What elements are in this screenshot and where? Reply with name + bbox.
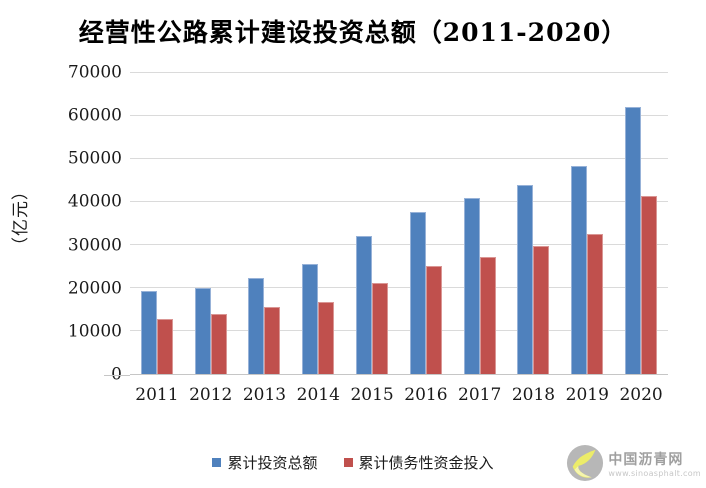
gridline-70000: [130, 72, 668, 73]
bar-group-2011: [130, 73, 184, 374]
sinoasphalt-watermark: 中国沥青网 www.sinoasphalt.com: [566, 444, 701, 482]
bar-series2-2011: [156, 318, 173, 374]
chart-title: 经营性公路累计建设投资总额（2011-2020）: [78, 18, 628, 47]
y-tick-label-20000: 20000: [67, 278, 122, 299]
bar-group-2013: [238, 73, 292, 374]
y-axis-unit-label: （亿元）: [11, 182, 31, 254]
x-tick-label-2016: 2016: [404, 385, 448, 405]
y-axis-tick-labels: 0 10000 20000 30000 40000 50000 60000 70000: [38, 64, 122, 383]
gridline-60000: [130, 115, 668, 116]
bar-series2-2020: [641, 195, 658, 374]
legend-label: 累计投资总额: [227, 454, 318, 472]
legend-item-1: 累计投资总额: [212, 452, 318, 473]
bar-series1-2014: [302, 264, 319, 374]
bar-series1-2020: [625, 106, 642, 374]
x-tick-label-2017: 2017: [458, 385, 502, 405]
x-tick-label-2015: 2015: [350, 385, 394, 405]
bar-group-2018: [507, 73, 561, 374]
x-tick-label-2018: 2018: [511, 385, 556, 405]
bar-series1-2015: [356, 236, 373, 374]
y-tick-label-0: 0: [111, 366, 122, 384]
y-tick-label-30000: 30000: [67, 235, 122, 256]
watermark-site-name: 中国沥青网: [608, 451, 684, 468]
bar-group-2020: [614, 73, 668, 374]
bar-series1-2018: [517, 184, 534, 374]
gridline-30000: [130, 244, 668, 245]
y-tick-label-10000: 10000: [67, 321, 122, 342]
legend-swatch-icon: [343, 458, 353, 467]
x-tick-label-2013: 2013: [242, 385, 287, 405]
bar-series2-2015: [372, 283, 389, 374]
legend-label: 累计债务性资金投入: [358, 454, 494, 472]
legend-item-2: 累计债务性资金投入: [343, 452, 494, 473]
bar-series1-2016: [409, 211, 426, 374]
bar-series1-2012: [194, 288, 211, 374]
x-tick-label-2014: 2014: [296, 385, 340, 405]
watermark-site-url: www.sinoasphalt.com: [608, 468, 701, 478]
x-tick-label-2019: 2019: [565, 385, 609, 405]
plot-area: [130, 72, 668, 375]
bar-series2-2019: [587, 234, 604, 374]
bar-group-2019: [560, 73, 614, 374]
x-axis-line-extension: [104, 375, 130, 376]
gridline-40000: [130, 201, 668, 202]
x-tick-label-2020: 2020: [619, 385, 663, 405]
bar-group-2012: [184, 73, 238, 374]
bar-series1-2019: [571, 165, 588, 374]
bar-series2-2017: [479, 257, 496, 374]
bar-series2-2012: [210, 314, 227, 374]
x-axis-tick-labels: 2011 2012 2013 2014 2015 2016 2017 2018 2019 2020: [130, 385, 668, 405]
bar-group-2016: [399, 73, 453, 374]
gridline-10000: [130, 330, 668, 331]
bar-series2-2018: [533, 245, 550, 374]
gridline-20000: [130, 287, 668, 288]
y-tick-label-60000: 60000: [67, 105, 122, 126]
bar-group-2015: [345, 73, 399, 374]
y-tick-label-50000: 50000: [67, 148, 122, 169]
bar-group-2017: [453, 73, 507, 374]
bar-series2-2014: [318, 301, 335, 374]
y-tick-label-40000: 40000: [67, 191, 122, 212]
legend-swatch-icon: [212, 458, 222, 467]
bar-group-2014: [291, 73, 345, 374]
bar-series1-2013: [248, 278, 265, 374]
bar-series1-2011: [140, 291, 157, 374]
bar-series2-2013: [264, 306, 281, 374]
bar-series1-2017: [463, 198, 480, 374]
x-tick-label-2011: 2011: [135, 385, 179, 405]
bar-series2-2016: [425, 266, 442, 374]
gridline-50000: [130, 158, 668, 159]
chart-legend: 累计投资总额 累计债务性资金投入: [0, 452, 706, 473]
y-tick-label-70000: 70000: [67, 62, 122, 83]
sinoasphalt-logo-icon: [567, 444, 604, 482]
x-tick-label-2012: 2012: [189, 385, 233, 405]
